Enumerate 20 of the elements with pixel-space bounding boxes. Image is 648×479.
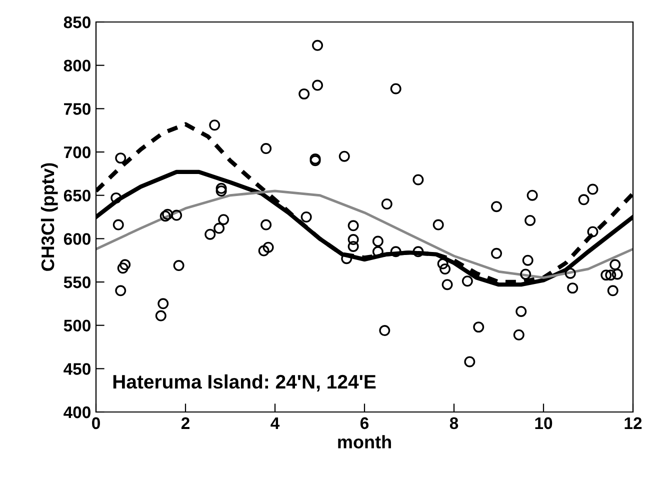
x-tick-label: 10	[535, 417, 552, 430]
y-tick-label: 500	[64, 320, 90, 332]
annotation: Hateruma Island: 24'N, 124'E	[113, 374, 376, 392]
y-tick-label: 650	[64, 190, 90, 202]
y-tick-label: 450	[64, 363, 90, 375]
x-tick-label: 12	[624, 417, 642, 429]
y-tick-label: 400	[64, 406, 90, 418]
y-tick-label: 600	[64, 233, 90, 245]
x-tick-label: 6	[360, 417, 369, 430]
y-tick-label: 700	[64, 146, 90, 158]
x-tick-label: 8	[450, 417, 458, 430]
y-tick-label: 850	[64, 16, 90, 28]
x-axis-title: month	[338, 435, 391, 448]
y-tick-label: 800	[64, 60, 90, 72]
x-tick-label: 4	[270, 417, 280, 429]
x-tick-label: 0	[92, 417, 100, 430]
x-tick-label: 2	[181, 417, 190, 429]
y-tick-label: 550	[64, 276, 90, 288]
y-axis-title: CH3Cl (pptv)	[40, 163, 58, 271]
y-tick-label: 750	[64, 103, 90, 115]
